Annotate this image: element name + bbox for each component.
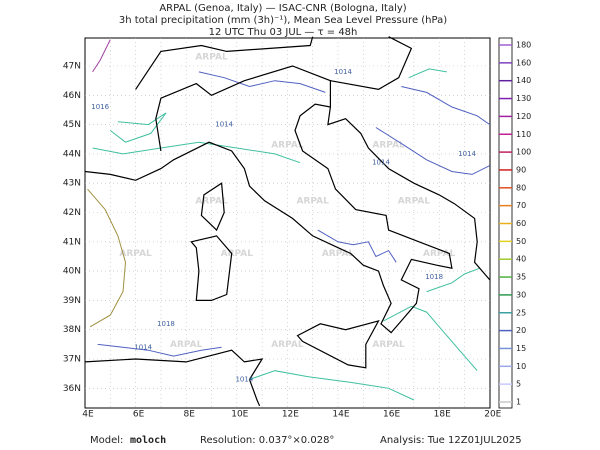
colorbar-label: 10 xyxy=(516,362,526,371)
watermark: ARPAL xyxy=(119,249,152,259)
colorbar-label: 20 xyxy=(516,326,526,335)
contour xyxy=(426,267,480,293)
colorbar-label: 160 xyxy=(516,58,531,67)
contour xyxy=(109,112,167,143)
lat-label: 37N xyxy=(63,355,81,365)
colorbar-label: 60 xyxy=(516,219,526,228)
contour xyxy=(87,188,127,328)
title-line: 3h total precipitation (mm (3h)⁻¹), Mean… xyxy=(119,15,447,26)
coastline xyxy=(84,349,264,407)
lon-label: 18E xyxy=(434,410,451,420)
isobar-label: 1014 xyxy=(235,376,253,384)
lat-label: 40N xyxy=(63,267,81,277)
isobar-label: 1014 xyxy=(372,159,390,167)
colorbar-label: 25 xyxy=(516,308,526,317)
lat-label: 47N xyxy=(63,62,81,72)
coastline xyxy=(190,235,233,301)
lat-label: 44N xyxy=(63,149,81,159)
lon-label: 16E xyxy=(383,410,400,420)
colorbar-label: 130 xyxy=(516,94,531,103)
watermark: ARPAL xyxy=(423,249,456,259)
lon-label: 14E xyxy=(332,410,349,420)
colorbar-label: 140 xyxy=(516,76,531,85)
lat-label: 45N xyxy=(63,120,81,130)
contour xyxy=(198,71,326,93)
coastline xyxy=(155,65,331,152)
lat-label: 36N xyxy=(63,384,81,394)
watermark: ARPAL xyxy=(195,53,228,63)
colorbar-label: 180 xyxy=(516,41,531,50)
contour xyxy=(383,305,478,372)
lat-label: 39N xyxy=(63,296,81,306)
footer-resolution: Resolution: 0.037°×0.028° xyxy=(200,435,334,446)
footer-label: Model: xyxy=(90,435,123,446)
colorbar-label: 120 xyxy=(516,112,531,121)
contour xyxy=(92,39,111,73)
watermark: ARPAL xyxy=(297,196,330,206)
isobar-label: 1014 xyxy=(215,121,233,129)
coastline xyxy=(200,182,225,232)
contour xyxy=(401,86,491,126)
watermark: ARPAL xyxy=(372,141,405,151)
contour xyxy=(249,370,415,401)
colorbar-label: 110 xyxy=(516,130,531,139)
lat-label: 43N xyxy=(63,179,81,189)
colorbar-label: 80 xyxy=(516,183,526,192)
colorbar-label: 70 xyxy=(516,201,526,210)
watermark: ARPAL xyxy=(170,340,203,350)
watermark: ARPAL xyxy=(398,196,431,206)
isobar-label: 1014 xyxy=(458,150,476,158)
contour xyxy=(375,127,491,175)
lon-label: 20E xyxy=(484,410,501,420)
coastline xyxy=(330,36,413,91)
contour xyxy=(97,343,222,357)
coastline xyxy=(296,319,380,369)
watermark: ARPAL xyxy=(195,196,228,206)
footer-analysis: Analysis: Tue 12Z01JUL2025 xyxy=(380,435,522,446)
contour xyxy=(408,68,447,79)
lat-label: 38N xyxy=(63,325,81,335)
map-layer: ARPAL ARPAL ARPAL ARPAL ARPAL ARPAL ARPAL ARPAL… xyxy=(84,36,491,408)
colorbar-label: 1 xyxy=(516,398,521,407)
lon-label: 12E xyxy=(282,410,299,420)
watermark: ARPAL xyxy=(271,141,304,151)
colorbar-label: 40 xyxy=(516,255,526,264)
footer-model: moloch xyxy=(130,435,166,446)
isobar-label: 1016 xyxy=(91,103,109,111)
coastline xyxy=(135,36,314,90)
isobar-label: 1018 xyxy=(157,320,175,328)
colorbar-label: 15 xyxy=(516,344,526,353)
colorbar-label: 35 xyxy=(516,273,526,282)
isobar-label: 1014 xyxy=(134,343,152,351)
lat-label: 41N xyxy=(63,237,81,247)
lat-label: 42N xyxy=(63,208,81,218)
colorbar-label: 90 xyxy=(516,165,526,174)
contour xyxy=(317,229,397,263)
watermark: ARPAL xyxy=(221,249,254,259)
watermark: ARPAL xyxy=(271,340,304,350)
coastline xyxy=(84,103,491,334)
lon-label: 10E xyxy=(231,410,248,420)
colorbar-label: 50 xyxy=(516,237,526,246)
lat-label: 46N xyxy=(63,91,81,101)
lon-label: 8E xyxy=(183,410,195,420)
title-line: 12 UTC Thu 03 JUL — τ = 48h xyxy=(209,27,358,38)
contour xyxy=(92,141,301,164)
watermark: ARPAL xyxy=(322,249,355,259)
lon-label: 4E xyxy=(82,410,94,420)
colorbar-label: 5 xyxy=(516,380,521,389)
title-line: ARPAL (Genoa, Italy) — ISAC-CNR (Bologna… xyxy=(159,3,406,14)
isobar-label: 1018 xyxy=(425,273,443,281)
lon-label: 6E xyxy=(133,410,145,420)
colorbar-label: 30 xyxy=(516,290,526,299)
isobar-label: 1014 xyxy=(334,68,352,76)
colorbar-label: 100 xyxy=(516,148,531,157)
watermark: ARPAL xyxy=(372,340,405,350)
